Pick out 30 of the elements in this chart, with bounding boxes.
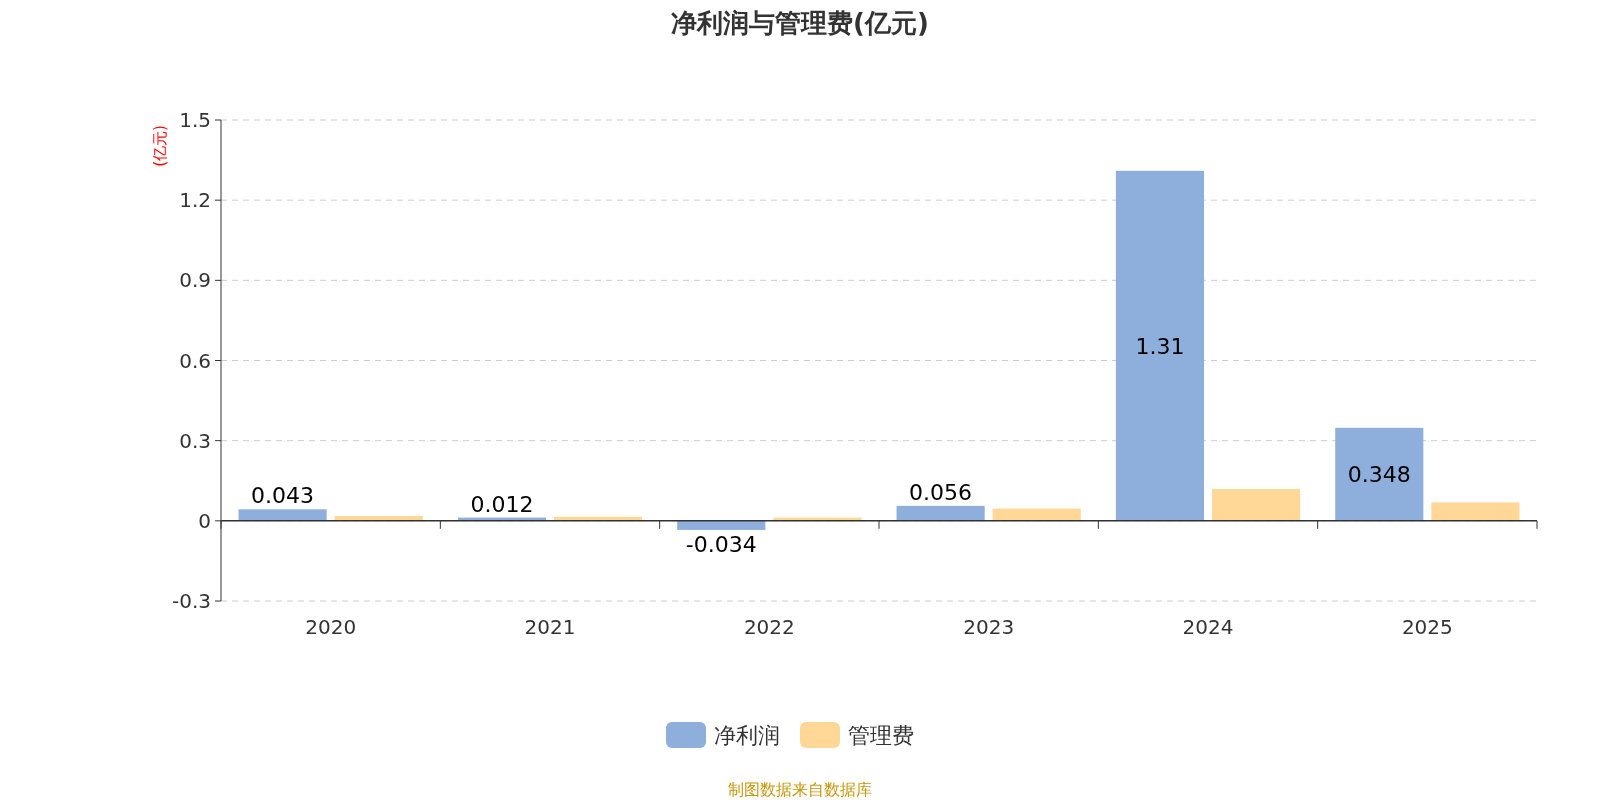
text: 制图数据来自数据库 [728,780,872,799]
y-tick-label: 0.6 [179,348,211,373]
chart-title: 净利润与管理费(亿元) [671,8,929,38]
y-tick-label: 1.5 [179,108,211,132]
x-tick-label: 2022 [743,615,795,639]
data-label: 1.31 [1135,333,1185,359]
data-label: 0.012 [470,491,534,517]
bar [1115,170,1204,521]
data-label: -0.034 [685,531,757,557]
x-tick-label: 2023 [963,615,1015,639]
y-tick-label: 0.9 [179,268,211,293]
data-label: 0.056 [909,479,973,505]
legend-label: 净利润 [714,723,780,748]
bar [1212,489,1301,521]
x-tick-label: 2024 [1182,615,1234,639]
bar [1335,427,1424,521]
x-tick-label: 2025 [1401,615,1453,639]
legend-label: 管理费 [848,723,914,748]
x-tick-label: 2021 [524,615,576,639]
bar [896,505,985,521]
bar [1431,502,1520,521]
data-label: 0.043 [251,483,315,509]
bar [238,509,327,521]
y-tick-label: 0.3 [179,428,211,453]
y-tick-label: -0.3 [171,589,211,613]
y-tick-label: 1.2 [179,188,211,213]
data-label: 0.348 [1347,462,1411,488]
y-tick-label: 0 [198,508,211,533]
x-tick-label: 2020 [305,615,357,639]
y-axis-title: (亿元) [151,125,169,167]
